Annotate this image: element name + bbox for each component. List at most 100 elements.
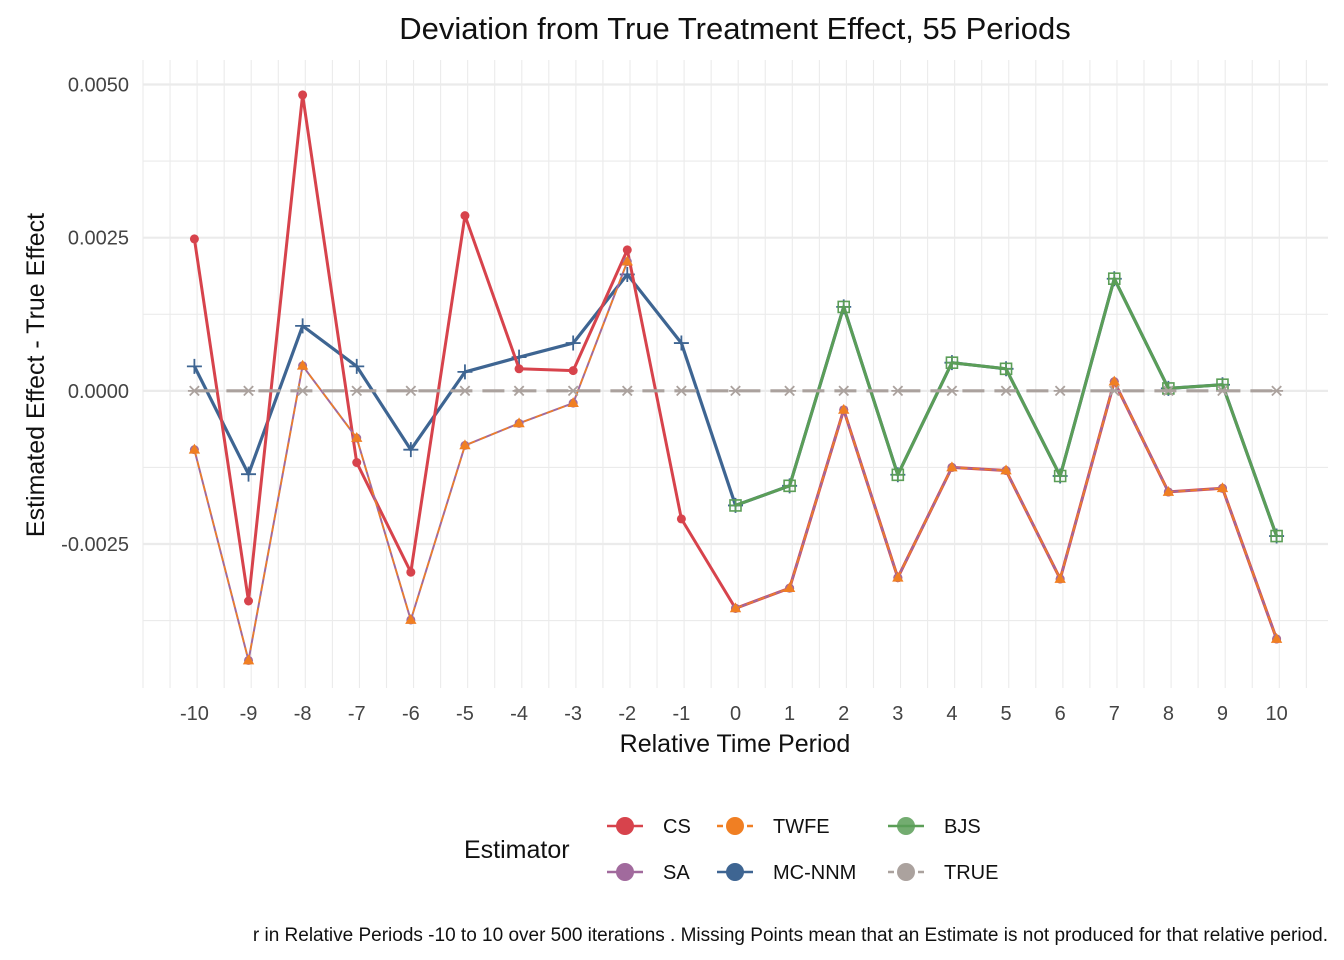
legend-label: MC-NNM bbox=[773, 862, 856, 884]
data-point-true bbox=[1053, 385, 1067, 397]
x-tick-label: 3 bbox=[892, 703, 903, 725]
data-point-bjs bbox=[1270, 529, 1283, 543]
y-axis-title: Estimated Effect - True Effect bbox=[22, 213, 50, 537]
data-point-true bbox=[945, 385, 959, 397]
data-point-mc-nnm bbox=[241, 466, 257, 482]
series-layer bbox=[186, 90, 1285, 665]
x-tick-label: 7 bbox=[1109, 703, 1120, 725]
data-point-bjs bbox=[1107, 272, 1121, 286]
legend-title: Estimator bbox=[464, 836, 570, 864]
data-point-true bbox=[783, 385, 797, 397]
data-point-cs bbox=[406, 567, 416, 577]
data-point-bjs bbox=[891, 468, 905, 482]
data-point-bjs bbox=[1053, 469, 1067, 483]
x-tick-label: 9 bbox=[1217, 703, 1228, 725]
x-tick-label: -7 bbox=[348, 703, 366, 725]
data-point-twfe bbox=[513, 417, 525, 428]
data-point-twfe bbox=[1108, 375, 1120, 386]
data-point-twfe bbox=[892, 571, 904, 582]
legend-item-sa: SA bbox=[607, 862, 690, 884]
data-point-true bbox=[404, 385, 418, 397]
legend-key-marker bbox=[726, 863, 744, 881]
x-tick-label: 4 bbox=[946, 703, 957, 725]
legend-key-marker bbox=[616, 863, 634, 881]
data-point-mc-nnm bbox=[673, 335, 689, 351]
data-point-true bbox=[1215, 385, 1229, 397]
x-tick-label: -2 bbox=[618, 703, 636, 725]
data-point-bjs bbox=[1216, 378, 1229, 392]
x-tick-label: 0 bbox=[730, 703, 741, 725]
data-point-true bbox=[458, 385, 472, 397]
x-tick-label: 10 bbox=[1265, 703, 1287, 725]
data-point-mc-nnm bbox=[403, 442, 419, 458]
legend: Estimator CS SA TWFE MC-NNM BJS TRUE bbox=[464, 816, 998, 884]
x-tick-label: -8 bbox=[294, 703, 312, 725]
data-point-twfe bbox=[1162, 485, 1175, 496]
data-point-cs bbox=[460, 211, 470, 221]
x-tick-label: -1 bbox=[672, 703, 690, 725]
series-line-mc-nnm bbox=[192, 272, 1279, 537]
data-point-mc-nnm bbox=[457, 364, 473, 380]
data-point-bjs bbox=[945, 356, 959, 369]
x-tick-label: -6 bbox=[402, 703, 420, 725]
data-point-cs bbox=[244, 596, 254, 606]
data-point-mc-nnm bbox=[565, 335, 581, 351]
x-tick-label: -3 bbox=[564, 703, 582, 725]
data-point-twfe bbox=[405, 613, 417, 624]
caption: r in Relative Periods -10 to 10 over 500… bbox=[253, 925, 1328, 946]
data-point-twfe bbox=[621, 255, 633, 266]
x-tick-label: -5 bbox=[456, 703, 474, 725]
series-true bbox=[187, 385, 1284, 397]
y-tick-label: 0.0000 bbox=[68, 381, 129, 403]
grid bbox=[142, 60, 1328, 688]
data-point-cs bbox=[568, 366, 578, 376]
legend-item-twfe: TWFE bbox=[717, 816, 830, 838]
data-point-twfe bbox=[729, 602, 742, 613]
data-point-twfe bbox=[783, 582, 796, 593]
legend-label: BJS bbox=[944, 816, 981, 838]
legend-key-marker bbox=[616, 817, 634, 835]
data-point-twfe bbox=[1216, 482, 1229, 493]
data-point-true bbox=[566, 385, 580, 397]
legend-key-marker bbox=[726, 817, 744, 835]
data-point-true bbox=[891, 385, 905, 397]
series-twfe bbox=[188, 255, 1283, 665]
data-point-cs bbox=[676, 514, 686, 524]
legend-label: CS bbox=[663, 816, 691, 838]
data-point-twfe bbox=[296, 359, 309, 370]
data-point-true bbox=[350, 385, 364, 397]
data-point-true bbox=[512, 385, 526, 397]
data-point-cs bbox=[298, 90, 308, 100]
data-point-true bbox=[187, 385, 201, 397]
legend-item-true: TRUE bbox=[888, 862, 998, 884]
data-point-true bbox=[242, 385, 256, 397]
data-point-true bbox=[729, 385, 742, 397]
data-point-twfe bbox=[188, 443, 201, 454]
x-axis-title: Relative Time Period bbox=[620, 730, 851, 758]
legend-item-bjs: BJS bbox=[888, 816, 981, 838]
x-tick-label: 6 bbox=[1055, 703, 1066, 725]
x-tick-label: 1 bbox=[784, 703, 795, 725]
data-point-twfe bbox=[242, 654, 255, 665]
legend-label: SA bbox=[663, 862, 690, 884]
data-point-bjs bbox=[729, 499, 742, 512]
data-point-true bbox=[837, 385, 851, 397]
data-point-cs bbox=[514, 364, 524, 374]
data-point-twfe bbox=[1270, 632, 1283, 643]
legend-label: TRUE bbox=[944, 862, 998, 884]
data-point-bjs bbox=[999, 362, 1013, 376]
x-tick-label: -9 bbox=[240, 703, 258, 725]
y-tick-label: -0.0025 bbox=[61, 534, 129, 556]
legend-item-mc-nnm: MC-NNM bbox=[717, 862, 856, 884]
x-axis-ticks: -10 -9 -8 -7 -6 -5 -4 -3 -2 -1 0 1 2 3 4 5 6 7 8 9 10 bbox=[180, 703, 1288, 725]
data-point-true bbox=[296, 385, 310, 397]
data-point-true bbox=[620, 385, 634, 397]
data-point-twfe bbox=[567, 397, 579, 408]
data-point-bjs bbox=[783, 479, 796, 493]
data-point-bjs bbox=[837, 300, 851, 314]
data-point-cs bbox=[622, 245, 632, 255]
legend-key-marker bbox=[897, 817, 915, 835]
data-point-true bbox=[1270, 385, 1284, 397]
data-point-cs bbox=[352, 458, 362, 468]
